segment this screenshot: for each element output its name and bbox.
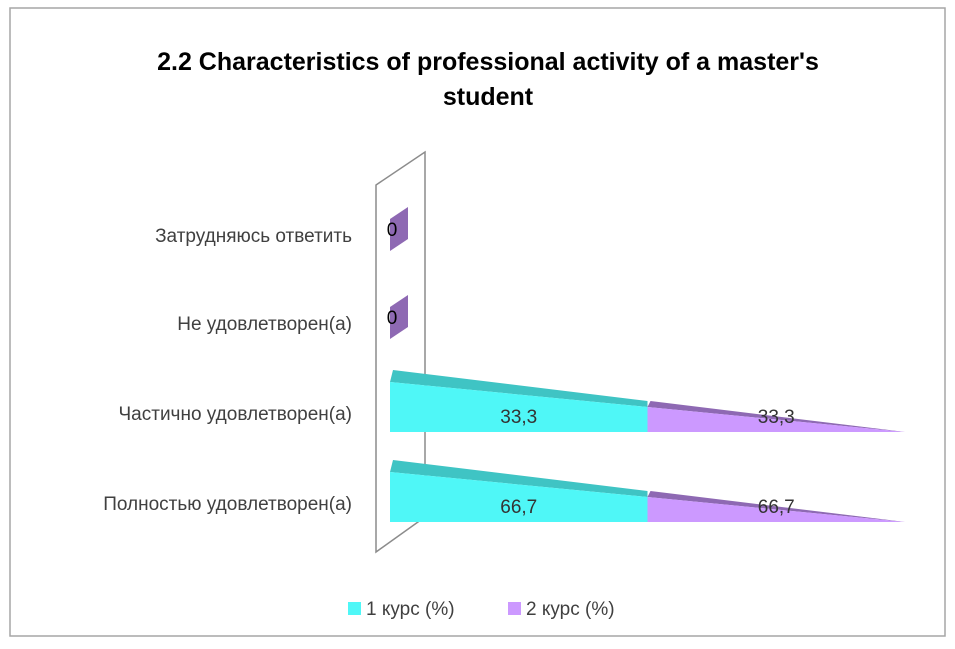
value-label: 33,3 <box>758 407 795 428</box>
bar-front-face <box>390 382 648 432</box>
bar-top-face <box>647 491 905 522</box>
chart-border <box>9 7 946 637</box>
bar-front-face <box>647 497 905 522</box>
bar-stub <box>390 295 408 339</box>
category-label: Не удовлетворен(а) <box>177 314 352 335</box>
category-label: Затрудняюсь ответить <box>155 226 352 247</box>
legend-label: 2 курс (%) <box>526 599 615 620</box>
bar-segment <box>390 460 648 522</box>
bar-top-face <box>647 401 905 432</box>
legend-swatch <box>508 602 521 615</box>
bar-segment <box>390 370 648 432</box>
chart-title: 2.2 Characteristics of professional acti… <box>157 48 819 111</box>
title-line: 2.2 Characteristics of professional acti… <box>157 48 819 76</box>
value-label: 66,7 <box>500 497 537 518</box>
bar-segment <box>647 491 905 522</box>
category-label: Полностью удовлетворен(а) <box>103 494 352 515</box>
value-label: 66,7 <box>758 497 795 518</box>
bar-front-face <box>390 472 648 522</box>
category-label: Частично удовлетворен(а) <box>119 404 352 425</box>
bar-stub <box>390 207 408 251</box>
bar-segment <box>647 401 905 432</box>
bar-top-face <box>390 460 648 497</box>
value-label: 33,3 <box>500 407 537 428</box>
bar-top-face <box>390 370 648 407</box>
legend-swatch <box>348 602 361 615</box>
value-label: 0 <box>387 220 398 241</box>
bar-front-face <box>647 407 905 432</box>
value-label: 0 <box>387 308 398 329</box>
legend-label: 1 курс (%) <box>366 599 455 620</box>
title-line: student <box>443 83 534 111</box>
